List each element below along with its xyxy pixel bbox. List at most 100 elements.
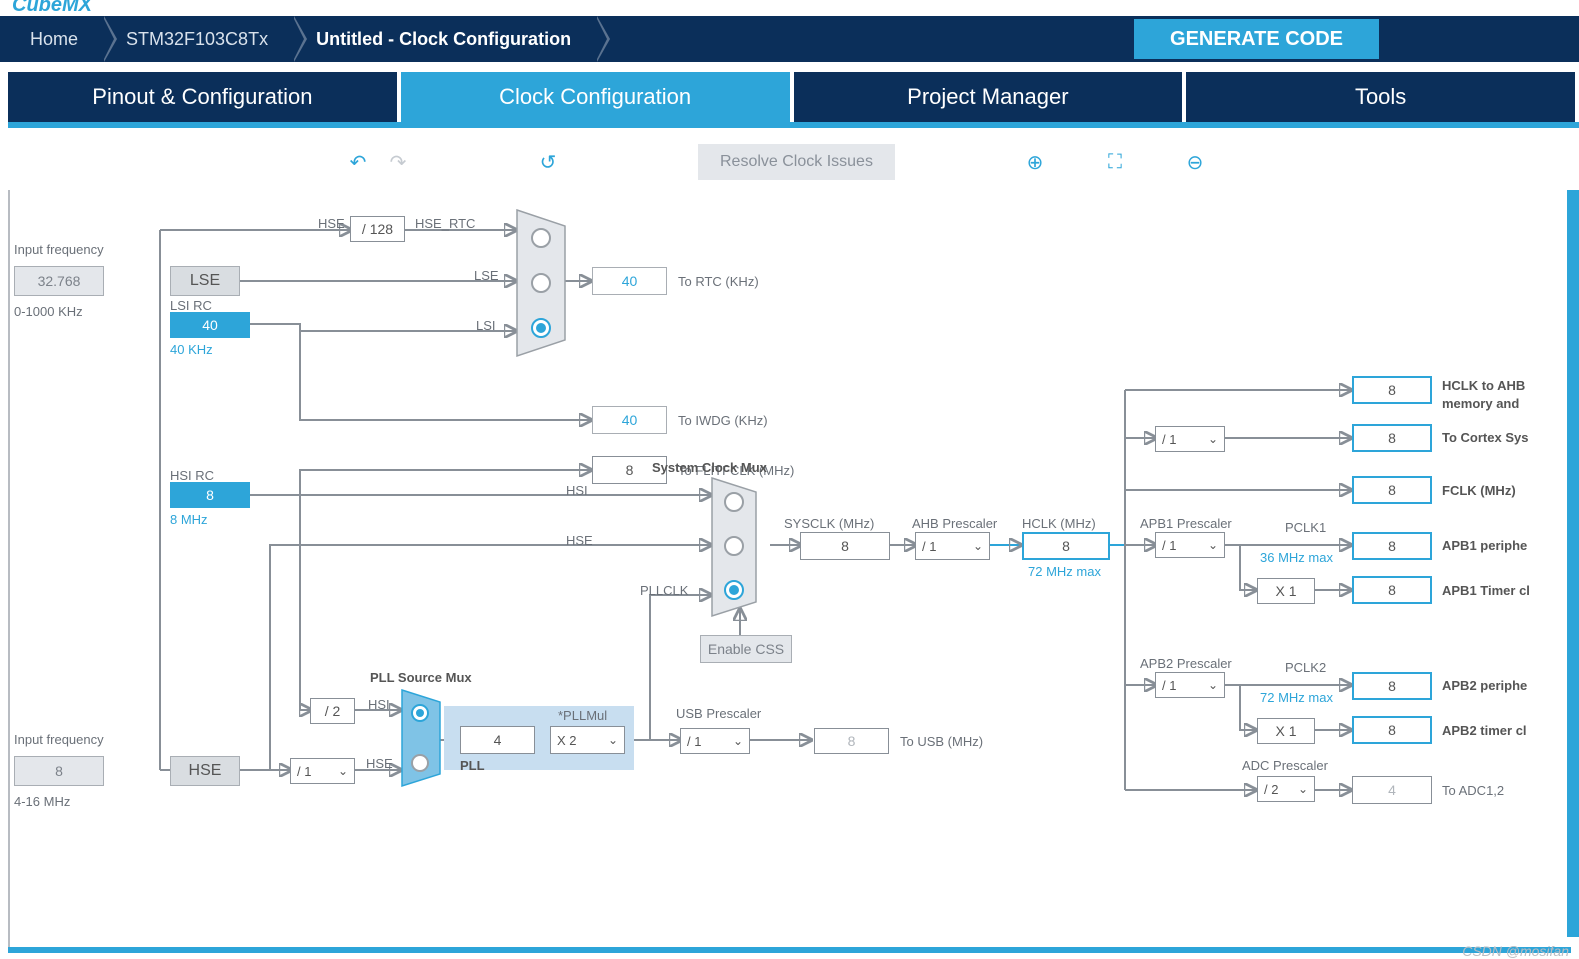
hsi-label: HSI RC bbox=[170, 468, 214, 483]
apb2-prescaler-select[interactable]: / 1⌄ bbox=[1155, 672, 1225, 698]
hse-prediv-select[interactable]: / 1⌄ bbox=[290, 758, 355, 784]
cortex-prescaler-select[interactable]: / 1⌄ bbox=[1155, 426, 1225, 452]
breadcrumb-chip[interactable]: STM32F103C8Tx bbox=[104, 16, 294, 62]
pllmul-label: *PLLMul bbox=[558, 708, 607, 723]
apb2-tim-label: APB2 timer cl bbox=[1442, 723, 1527, 738]
apb2-tim-mul-box: X 1 bbox=[1257, 718, 1315, 744]
iwdg-output-label: To IWDG (KHz) bbox=[678, 413, 768, 428]
lsi-wire-label: LSI bbox=[476, 318, 496, 333]
hclk-label: HCLK (MHz) bbox=[1022, 516, 1096, 531]
apb2-periph-value[interactable]: 8 bbox=[1352, 672, 1432, 700]
apb1-prescaler-value: / 1 bbox=[1162, 538, 1176, 553]
breadcrumb-title[interactable]: Untitled - Clock Configuration bbox=[294, 16, 597, 62]
lsi-label: LSI RC bbox=[170, 298, 212, 313]
tab-tools[interactable]: Tools bbox=[1186, 72, 1575, 122]
apb1-periph-label: APB1 periphe bbox=[1442, 538, 1527, 553]
undo-icon[interactable]: ↶ bbox=[338, 150, 378, 175]
lsi-freq: 40 KHz bbox=[170, 342, 213, 357]
rtc-output[interactable]: 40 bbox=[592, 267, 667, 295]
pll-title: PLL bbox=[460, 758, 485, 773]
pclk1-label: PCLK1 bbox=[1285, 520, 1326, 535]
chevron-down-icon: ⌄ bbox=[1208, 538, 1218, 552]
apb1-tim-mul-box: X 1 bbox=[1257, 578, 1315, 604]
apb1-tim-value[interactable]: 8 bbox=[1352, 576, 1432, 604]
hse-input-label: Input frequency bbox=[14, 732, 104, 747]
sysmux-hsi-label: HSI bbox=[566, 483, 588, 498]
apb1-periph-value[interactable]: 8 bbox=[1352, 532, 1432, 560]
watermark: CSDN @mosifan bbox=[1462, 943, 1569, 959]
usb-pre-label: USB Prescaler bbox=[676, 706, 761, 721]
cortex-value[interactable]: 8 bbox=[1352, 424, 1432, 452]
hse-input-value[interactable]: 8 bbox=[14, 756, 104, 786]
sysclk-value[interactable]: 8 bbox=[800, 532, 890, 560]
pllsrc-hse-label: HSE bbox=[366, 756, 393, 771]
hse-range: 4-16 MHz bbox=[14, 794, 70, 809]
pllmul-value: X 2 bbox=[557, 733, 577, 748]
usb-prescaler-select[interactable]: / 1⌄ bbox=[680, 728, 750, 754]
hclk-ahb-value[interactable]: 8 bbox=[1352, 376, 1432, 404]
horizontal-scrollbar[interactable] bbox=[8, 947, 1571, 953]
lse-input-label: Input frequency bbox=[14, 242, 104, 257]
apb2-tim-value[interactable]: 8 bbox=[1352, 716, 1432, 744]
sysmux-hse-label: HSE bbox=[566, 533, 593, 548]
pclk2-max: 72 MHz max bbox=[1260, 690, 1333, 705]
chevron-down-icon: ⌄ bbox=[1208, 678, 1218, 692]
chevron-down-icon: ⌄ bbox=[1298, 782, 1308, 796]
hse-rtc-label: HSE_RTC bbox=[415, 216, 475, 231]
zoom-in-icon[interactable]: ⊕ bbox=[1015, 150, 1055, 175]
cortex-label: To Cortex Sys bbox=[1442, 430, 1528, 445]
lse-block: LSE bbox=[170, 266, 240, 296]
lsi-value: 40 bbox=[170, 312, 250, 338]
adc-prescaler-select[interactable]: / 2 ⌄ bbox=[1257, 776, 1315, 802]
lse-input-value[interactable]: 32.768 bbox=[14, 266, 104, 296]
hse128-box: / 128 bbox=[350, 216, 405, 242]
chevron-down-icon: ⌄ bbox=[608, 733, 618, 747]
usb-label: To USB (MHz) bbox=[900, 734, 983, 749]
pllmul-select[interactable]: X 2 ⌄ bbox=[550, 726, 625, 754]
canvas-toolbar: ↶ ↷ ↺ Resolve Clock Issues ⊕ ⛶ ⊖ bbox=[8, 140, 1571, 184]
hclk-ahb-label: HCLK to AHB bbox=[1442, 378, 1525, 393]
sysmux-title: System Clock Mux bbox=[652, 460, 767, 475]
hclk-value[interactable]: 8 bbox=[1022, 532, 1110, 560]
brand-logo: CubeMX bbox=[12, 0, 92, 17]
hsi-value: 8 bbox=[170, 482, 250, 508]
redo-icon[interactable]: ↷ bbox=[378, 150, 418, 175]
tab-project[interactable]: Project Manager bbox=[794, 72, 1183, 122]
fit-icon[interactable]: ⛶ bbox=[1095, 151, 1135, 174]
pll-value[interactable]: 4 bbox=[460, 726, 535, 754]
adc-value[interactable]: 4 bbox=[1352, 776, 1432, 804]
usb-value[interactable]: 8 bbox=[814, 728, 889, 754]
rtc-mux[interactable] bbox=[515, 208, 567, 358]
hsi-freq: 8 MHz bbox=[170, 512, 208, 527]
tab-clock[interactable]: Clock Configuration bbox=[401, 72, 790, 122]
lse-wire-label: LSE bbox=[474, 268, 499, 283]
lse-range: 0-1000 KHz bbox=[14, 304, 83, 319]
breadcrumb-home[interactable]: Home bbox=[8, 16, 104, 62]
pllsrc-title: PLL Source Mux bbox=[370, 670, 472, 685]
reset-icon[interactable]: ↺ bbox=[528, 150, 568, 175]
vertical-scrollbar[interactable] bbox=[1567, 190, 1579, 937]
resolve-clock-issues-button[interactable]: Resolve Clock Issues bbox=[698, 144, 895, 180]
hse-prediv-value: / 1 bbox=[297, 764, 311, 779]
tab-underline bbox=[8, 122, 1579, 128]
system-clock-mux[interactable] bbox=[710, 476, 758, 618]
pclk2-label: PCLK2 bbox=[1285, 660, 1326, 675]
hse-label: HSE bbox=[318, 216, 345, 231]
tab-pinout[interactable]: Pinout & Configuration bbox=[8, 72, 397, 122]
hsi-div2-box: / 2 bbox=[310, 698, 355, 724]
adc-prescaler-value: / 2 bbox=[1264, 782, 1278, 797]
chevron-down-icon: ⌄ bbox=[733, 734, 743, 748]
enable-css-button[interactable]: Enable CSS bbox=[700, 635, 792, 663]
pll-source-mux[interactable] bbox=[400, 688, 442, 788]
pllsrc-hsi-label: HSI bbox=[368, 697, 390, 712]
ahb-prescaler-select[interactable]: / 1⌄ bbox=[915, 532, 990, 560]
adc-label: To ADC1,2 bbox=[1442, 783, 1504, 798]
iwdg-output[interactable]: 40 bbox=[592, 406, 667, 434]
zoom-out-icon[interactable]: ⊖ bbox=[1175, 150, 1215, 175]
fclk-value[interactable]: 8 bbox=[1352, 476, 1432, 504]
cortex-prescaler-value: / 1 bbox=[1162, 432, 1176, 447]
generate-code-button[interactable]: GENERATE CODE bbox=[1134, 19, 1379, 59]
apb1-prescaler-select[interactable]: / 1 ⌄ bbox=[1155, 532, 1225, 558]
apb2-periph-label: APB2 periphe bbox=[1442, 678, 1527, 693]
clock-canvas[interactable]: Input frequency 32.768 0-1000 KHz LSE LS… bbox=[8, 190, 1571, 949]
